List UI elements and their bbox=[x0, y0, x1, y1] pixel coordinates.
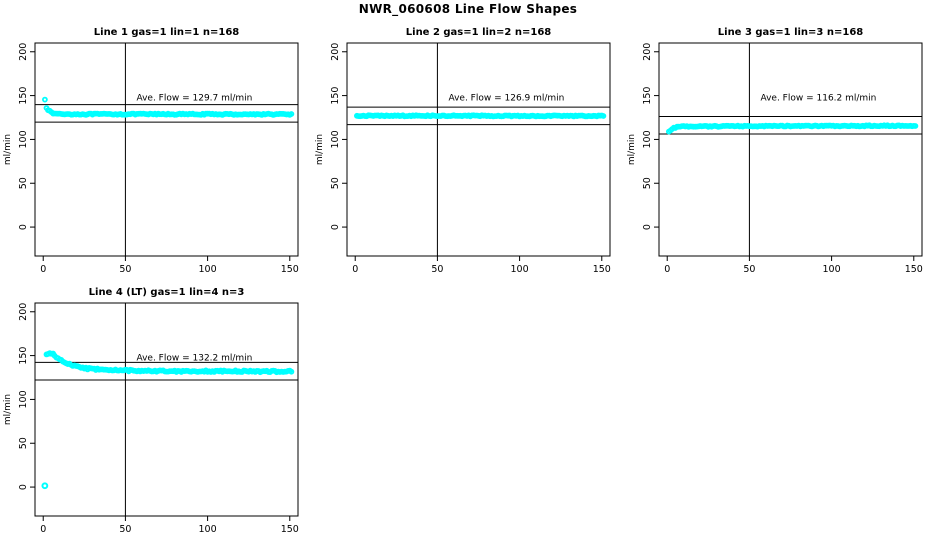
x-axis-tick-label: 100 bbox=[199, 524, 217, 535]
y-axis-tick-label: 200 bbox=[18, 303, 29, 321]
y-axis-tick-label: 150 bbox=[330, 87, 341, 105]
data-series bbox=[42, 96, 295, 118]
plot-box bbox=[346, 42, 611, 257]
y-axis-tick-label: 150 bbox=[642, 87, 653, 105]
avg-flow-annotation: Ave. Flow = 126.9 ml/min bbox=[448, 93, 564, 103]
y-axis-tick-label: 0 bbox=[642, 224, 653, 230]
avg-flow-annotation: Ave. Flow = 129.7 ml/min bbox=[136, 93, 252, 103]
subplot-line-3: Line 3 gas=1 lin=3 n=168 0 50 100 150 0 50 100 1… bbox=[627, 27, 923, 275]
y-axis-tick-label: 100 bbox=[18, 390, 29, 408]
subplot-line-4: Line 4 (LT) gas=1 lin=4 n=3 0 50 100 150 0 50 1… bbox=[3, 287, 299, 535]
x-axis-tick-label: 0 bbox=[352, 264, 358, 275]
x-axis-tick-label: 150 bbox=[905, 264, 923, 275]
y-axis-title: ml/min bbox=[3, 134, 13, 165]
y-axis-tick-label: 200 bbox=[330, 43, 341, 61]
subplot-line-1: Line 1 gas=1 lin=1 n=168 0 50 100 150 0 50 100 1… bbox=[3, 27, 299, 275]
y-axis-tick-label: 150 bbox=[18, 347, 29, 365]
x-axis-tick-label: 0 bbox=[40, 524, 46, 535]
y-axis-tick-label: 0 bbox=[18, 484, 29, 490]
y-axis-tick-label: 50 bbox=[330, 177, 341, 189]
x-axis-tick-label: 100 bbox=[823, 264, 841, 275]
x-axis-tick-label: 150 bbox=[281, 264, 299, 275]
x-axis-tick-label: 100 bbox=[199, 264, 217, 275]
plot-box bbox=[34, 302, 299, 517]
x-axis-tick-label: 150 bbox=[593, 264, 611, 275]
subplot-title: Line 4 (LT) gas=1 lin=4 n=3 bbox=[89, 287, 245, 298]
x-axis-tick-label: 50 bbox=[431, 264, 443, 275]
subplot-line-2: Line 2 gas=1 lin=2 n=168 0 50 100 150 0 50 100 1… bbox=[315, 27, 611, 275]
plot-box bbox=[658, 42, 923, 257]
data-series bbox=[43, 350, 295, 376]
y-axis-tick-label: 100 bbox=[18, 130, 29, 148]
x-axis-tick-label: 150 bbox=[281, 524, 299, 535]
plot-box bbox=[34, 42, 299, 257]
data-series bbox=[354, 112, 607, 120]
y-axis-tick-label: 100 bbox=[642, 130, 653, 148]
x-axis-tick-label: 0 bbox=[40, 264, 46, 275]
y-axis-tick-label: 50 bbox=[18, 177, 29, 189]
x-axis-tick-label: 100 bbox=[511, 264, 529, 275]
x-axis-tick-label: 50 bbox=[743, 264, 755, 275]
y-axis-tick-label: 100 bbox=[330, 130, 341, 148]
y-axis-tick-label: 200 bbox=[642, 43, 653, 61]
y-axis-tick-label: 50 bbox=[642, 177, 653, 189]
y-axis-title: ml/min bbox=[3, 394, 13, 425]
data-series bbox=[666, 122, 919, 135]
avg-flow-annotation: Ave. Flow = 116.2 ml/min bbox=[760, 93, 876, 103]
y-axis-tick-label: 50 bbox=[18, 437, 29, 449]
subplot-title: Line 3 gas=1 lin=3 n=168 bbox=[718, 27, 864, 38]
y-axis-tick-label: 0 bbox=[18, 224, 29, 230]
data-point-outlier bbox=[41, 482, 49, 490]
avg-flow-annotation: Ave. Flow = 132.2 ml/min bbox=[136, 353, 252, 363]
x-axis-tick-label: 50 bbox=[119, 264, 131, 275]
x-axis-tick-label: 50 bbox=[119, 524, 131, 535]
y-axis-tick-label: 0 bbox=[330, 224, 341, 230]
x-axis-tick-label: 0 bbox=[664, 264, 670, 275]
subplot-title: Line 2 gas=1 lin=2 n=168 bbox=[406, 27, 552, 38]
figure-title: NWR_060608 Line Flow Shapes bbox=[358, 2, 578, 16]
y-axis-tick-label: 200 bbox=[18, 43, 29, 61]
y-axis-title: ml/min bbox=[627, 134, 637, 165]
subplot-title: Line 1 gas=1 lin=1 n=168 bbox=[94, 27, 240, 38]
y-axis-title: ml/min bbox=[315, 134, 325, 165]
y-axis-tick-label: 150 bbox=[18, 87, 29, 105]
